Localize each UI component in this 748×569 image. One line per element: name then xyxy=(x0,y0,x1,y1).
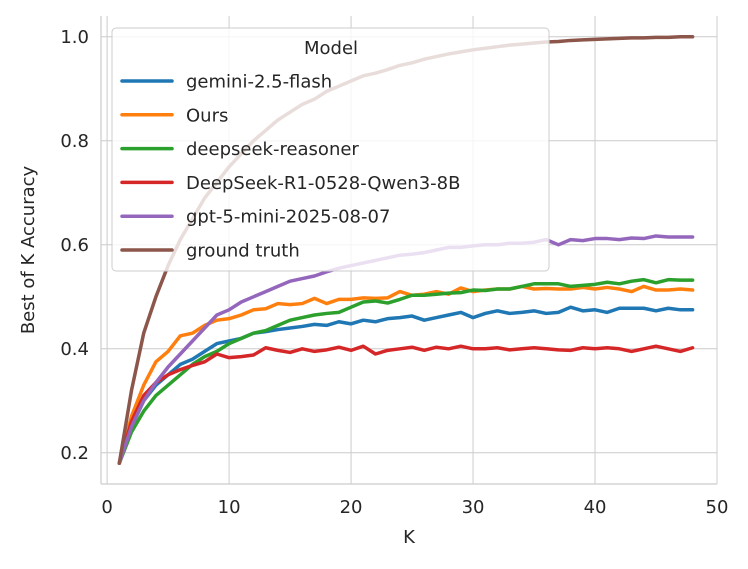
x-tick-label: 50 xyxy=(706,497,729,518)
series-lines xyxy=(117,35,695,465)
series-line-gemini-2-5-flash xyxy=(117,305,695,465)
axes xyxy=(100,16,717,485)
x-tick-label: 40 xyxy=(584,497,607,518)
legend-label-deepseek-reasoner: deepseek-reasoner xyxy=(186,139,359,160)
legend-label-ground-truth: ground truth xyxy=(186,241,300,262)
x-tick-label: 10 xyxy=(218,497,241,518)
series-line-ours xyxy=(117,284,695,465)
tick-labels: 0 10 20 30 40 50 0.2 0.4 0.6 0.8 1.0 xyxy=(60,27,728,518)
series-line-deepseek-r1-0528-qwen3-8b xyxy=(117,344,695,465)
legend-title: Model xyxy=(304,38,358,59)
y-tick-label: 1.0 xyxy=(60,27,89,48)
y-tick-label: 0.8 xyxy=(60,131,89,152)
legend-label-gpt-5-mini-2025-08-07: gpt-5-mini-2025-08-07 xyxy=(186,207,390,228)
legend-label-gemini-2-5-flash: gemini-2.5-flash xyxy=(186,72,332,93)
x-tick-label: 0 xyxy=(101,497,112,518)
legend-box xyxy=(111,27,550,272)
y-tick-label: 0.4 xyxy=(60,339,89,360)
y-axis-label: Best of K Accuracy xyxy=(18,165,39,334)
legend-label-ours: Ours xyxy=(186,105,228,126)
x-axis-label: K xyxy=(403,527,416,548)
x-tick-label: 30 xyxy=(462,497,485,518)
legend-label-deepseek-r1-0528-qwen3-8b: DeepSeek-R1-0528-Qwen3-8B xyxy=(186,173,460,194)
y-tick-label: 0.6 xyxy=(60,235,89,256)
y-tick-label: 0.2 xyxy=(60,443,89,464)
x-tick-label: 20 xyxy=(340,497,363,518)
legend: Model gemini-2.5-flash Ours deepseek-reaso… xyxy=(111,27,550,272)
series-line-deepseek-reasoner xyxy=(117,277,695,465)
